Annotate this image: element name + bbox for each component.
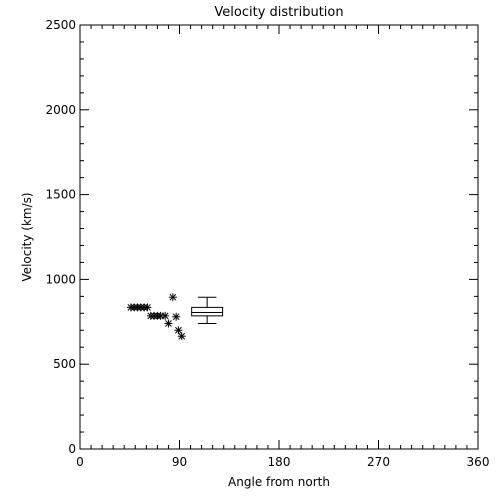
x-tick-label: 90 — [172, 455, 187, 469]
data-point — [174, 326, 183, 335]
y-tick-label: 500 — [53, 357, 76, 371]
y-tick-label: 1500 — [45, 188, 76, 202]
axis-ticks — [79, 24, 479, 450]
y-tick-label: 2500 — [45, 18, 76, 32]
data-point — [168, 293, 177, 302]
x-axis-label: Angle from north — [228, 475, 330, 489]
data-point — [143, 303, 152, 312]
x-tick-label: 180 — [268, 455, 291, 469]
velocity-boxplot — [191, 296, 224, 324]
y-tick-label: 0 — [68, 442, 76, 456]
axis-tick-labels: 0 90 180 270 360 0 500 1000 1500 2000 2500 — [45, 18, 489, 469]
x-tick-label: 0 — [76, 455, 84, 469]
data-point — [164, 319, 173, 328]
y-tick-label: 2000 — [45, 103, 76, 117]
data-point — [161, 311, 170, 320]
x-tick-label: 270 — [367, 455, 390, 469]
data-point — [172, 312, 181, 321]
y-tick-label: 1000 — [45, 272, 76, 286]
data-point — [177, 332, 186, 341]
chart-title: Velocity distribution — [214, 5, 343, 20]
data-points — [126, 293, 186, 341]
x-tick-label: 360 — [467, 455, 490, 469]
y-axis-label: Velocity (km/s) — [20, 192, 34, 281]
